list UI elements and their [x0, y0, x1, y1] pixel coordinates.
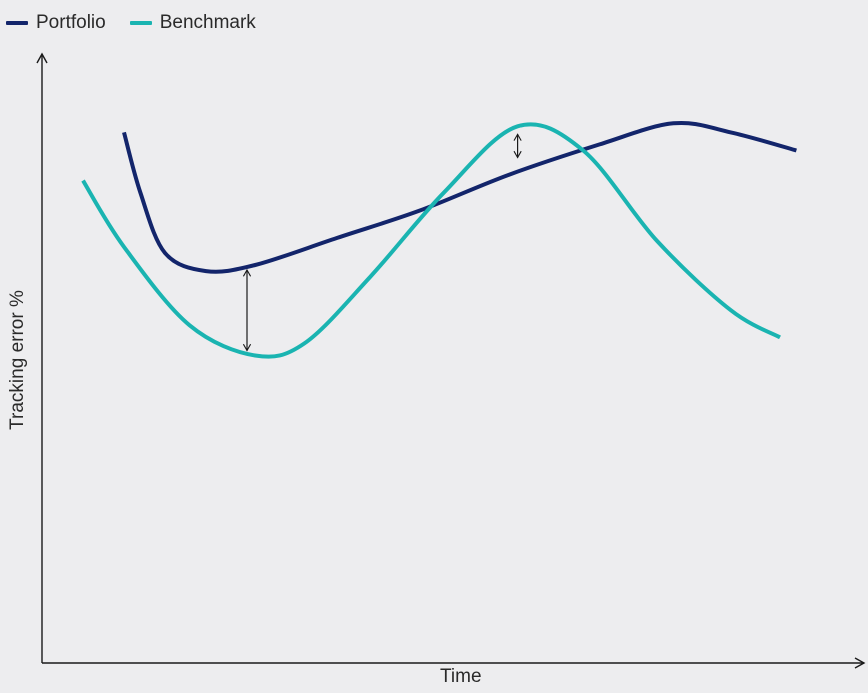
legend-item-benchmark: Benchmark: [129, 12, 256, 34]
legend-swatch-portfolio: [6, 21, 28, 25]
legend-item-portfolio: Portfolio: [6, 12, 106, 34]
legend-label-benchmark: Benchmark: [159, 12, 256, 33]
series-line-portfolio: [122, 120, 797, 274]
y-axis-label: Tracking error %: [7, 290, 28, 430]
series-layer: [81, 120, 797, 359]
series-line-benchmark: [81, 122, 781, 359]
annotation-layer: [242, 133, 522, 352]
legend: Portfolio Benchmark: [6, 12, 280, 34]
legend-swatch-benchmark: [129, 21, 152, 25]
legend-label-portfolio: Portfolio: [36, 12, 106, 33]
x-axis-label: Time: [440, 666, 482, 687]
